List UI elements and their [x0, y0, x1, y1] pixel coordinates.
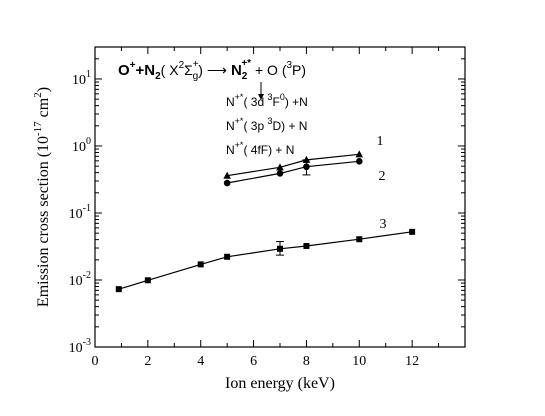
- reaction-state-sup2: +: [193, 59, 199, 70]
- data-point-1: [276, 163, 284, 171]
- data-point-3: [144, 277, 151, 284]
- channel-3d-sup3: 0: [280, 92, 285, 102]
- x-tick-label: 6: [250, 354, 257, 369]
- y-axis-title-exp: -17: [32, 121, 44, 136]
- channel-3d-mid: ( 3d: [243, 95, 267, 109]
- y-tick-label: 10-2: [69, 270, 91, 289]
- y-axis-title-close: ): [35, 87, 52, 92]
- series-line-2: [226, 160, 360, 184]
- channel-4f-base: N: [226, 143, 235, 157]
- y-tick-label: 10-3: [69, 337, 91, 356]
- data-point-3: [197, 261, 204, 268]
- data-point-2: [276, 170, 284, 177]
- x-axis-ticks: 0 2 4 6 8 10 12: [92, 47, 440, 369]
- reaction-arrow: ⟶: [207, 62, 227, 78]
- channel-3p-term: D) + N: [272, 119, 307, 133]
- x-tick-label: 4: [197, 354, 204, 369]
- series-label-1: 1: [377, 134, 384, 149]
- channel-4f: N+*( 4fF) + N: [226, 140, 294, 157]
- reaction-n2-sub2: 2: [242, 71, 248, 82]
- reaction-n2-sup: +*: [241, 58, 251, 69]
- data-point-1: [223, 171, 231, 179]
- reaction-state-close: ): [198, 62, 203, 78]
- data-point-3: [224, 253, 231, 260]
- x-tick-label: 2: [144, 354, 151, 369]
- series-line-3: [118, 231, 413, 290]
- y-tick-label: 10-1: [69, 203, 91, 222]
- data-point-3: [356, 236, 363, 243]
- channel-3p: N+*( 3p 3D) + N: [226, 116, 307, 133]
- channel-3p-sup: +*: [235, 116, 244, 126]
- reaction-plus-n: +N: [136, 62, 156, 79]
- series-layer: [115, 150, 416, 293]
- data-point-2: [223, 179, 231, 187]
- data-point-3: [303, 242, 310, 249]
- data-point-3: [277, 245, 283, 252]
- reaction-o-state: P): [292, 62, 306, 78]
- reaction-state-open: ( X: [161, 62, 180, 78]
- channel-3d-sup: +*: [235, 92, 244, 102]
- channel-3p-base: N: [226, 119, 235, 133]
- reaction-o-part: + O (: [251, 62, 287, 78]
- x-tick-label: 8: [303, 354, 310, 369]
- y-axis-title: Emission cross section (10-17 cm2): [32, 87, 52, 307]
- x-axis-title: Ion energy (keV): [225, 375, 335, 392]
- y-axis-title-main: Emission cross section (10: [35, 136, 52, 307]
- reaction-state-sigma: Σ: [184, 62, 193, 78]
- data-point-3: [115, 286, 122, 293]
- y-axis-ticks: 10-3 10-2 10-1 100 101: [69, 58, 465, 356]
- channel-4f-sup: +*: [235, 140, 244, 150]
- series-label-3: 3: [380, 217, 387, 232]
- reaction-state-sup: 2: [179, 60, 185, 71]
- y-axis-title-unit-exp: 2: [32, 92, 44, 98]
- x-tick-label: 12: [405, 354, 419, 369]
- x-tick-label: 0: [92, 354, 99, 369]
- channel-3d-base: N: [226, 95, 235, 109]
- data-point-2: [303, 163, 310, 171]
- series-label-2: 2: [379, 169, 386, 184]
- channel-3p-mid: ( 3p: [243, 119, 267, 133]
- channel-3d-sup2: 3: [267, 92, 272, 102]
- channel-3d-tail: ) +N: [285, 95, 308, 109]
- channel-3p-sup2: 3: [267, 116, 272, 126]
- channel-3d-term: F: [272, 95, 279, 109]
- channel-4f-mid: ( 4fF) + N: [243, 143, 294, 157]
- reaction-o: O: [118, 62, 130, 79]
- channel-arrow-head: [258, 94, 264, 100]
- data-point-1: [355, 150, 364, 158]
- reaction-o-sup3: 3: [286, 60, 292, 71]
- reaction-n2: N: [231, 62, 242, 79]
- series-line-1: [227, 153, 360, 177]
- data-point-2: [355, 158, 363, 165]
- reaction-n2-sub: 2: [155, 71, 161, 82]
- channel-3d: N+*( 3d 3F0) +N: [226, 92, 308, 109]
- data-point-3: [409, 228, 416, 235]
- y-tick-label: 101: [72, 69, 91, 88]
- y-axis-title-unit: cm: [35, 97, 52, 121]
- y-tick-label: 100: [72, 136, 91, 155]
- reaction-o-sup: +: [130, 60, 136, 71]
- reaction-state-sub: g: [193, 71, 199, 82]
- x-tick-label: 10: [352, 354, 366, 369]
- reaction-equation: O++N2( X2Σ+ g) ⟶ N2+* + O (3P): [118, 58, 306, 82]
